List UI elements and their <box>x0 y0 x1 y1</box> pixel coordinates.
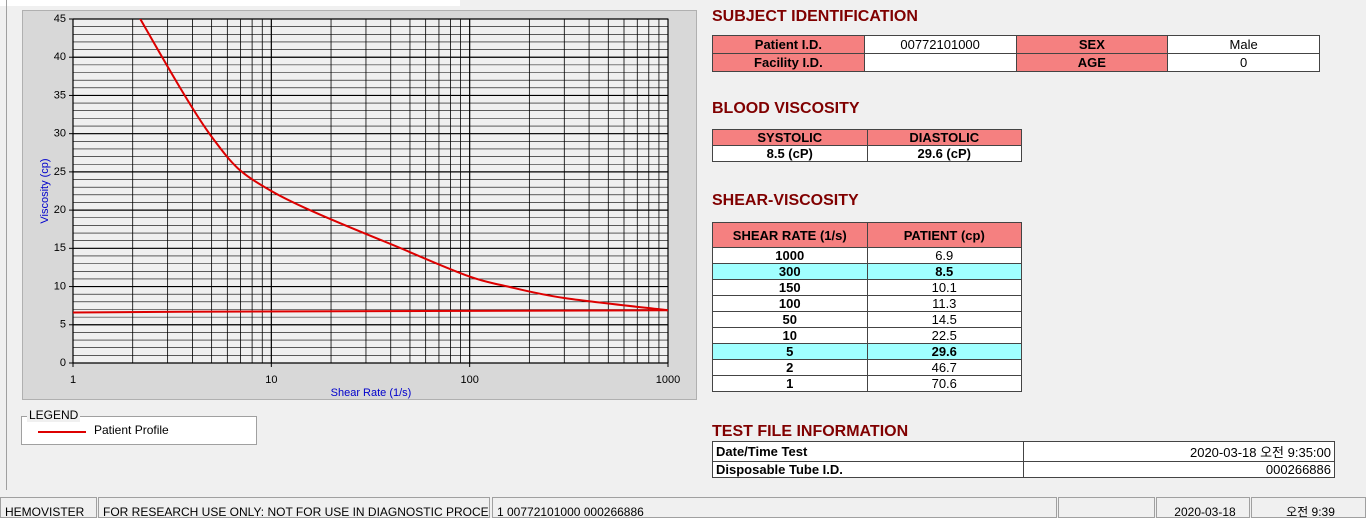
y-tick-label: 35 <box>54 89 66 101</box>
table-cell: 300 <box>712 263 868 280</box>
plot-area <box>72 18 669 364</box>
table-cell: 2020-03-18 오전 9:35:00 <box>1023 441 1335 462</box>
y-axis-label: Viscosity (cp) <box>39 158 51 223</box>
table-cell: 00772101000 <box>863 35 1017 54</box>
status-segment: FOR RESEARCH USE ONLY: NOT FOR USE IN DI… <box>98 497 490 518</box>
table-cell: 10.1 <box>866 279 1022 296</box>
legend-title: LEGEND <box>27 408 81 422</box>
table-row: SHEAR RATE (1/s) PATIENT (cp) <box>712 222 1022 248</box>
table-row: Patient I.D. 00772101000 SEX Male <box>712 35 1320 54</box>
table-cell: 29.6 <box>866 343 1022 360</box>
table-cell: 100 <box>712 295 868 312</box>
data-line <box>73 309 668 314</box>
table-row: 150 10.1 <box>712 279 1022 296</box>
y-tick-label: 0 <box>60 357 66 369</box>
table-cell: 2 <box>712 359 868 376</box>
table-row: SYSTOLIC DIASTOLIC <box>712 129 1022 146</box>
table-cell: 22.5 <box>866 327 1022 344</box>
subject-table: Patient I.D. 00772101000 SEX Male Facility I… <box>712 35 1320 72</box>
y-tick-label: 45 <box>54 13 66 25</box>
x-tick-label: 1000 <box>656 374 680 386</box>
section-title: SHEAR-VISCOSITY <box>712 192 859 209</box>
y-tick-label: 10 <box>54 280 66 292</box>
shear-table: SHEAR RATE (1/s) PATIENT (cp) 1000 6.9 300 8.… <box>712 222 1022 392</box>
table-cell: Disposable Tube I.D. <box>712 461 1024 478</box>
status-segment: 오전 9:39 <box>1251 497 1366 518</box>
table-cell: 46.7 <box>866 359 1022 376</box>
table-cell: 29.6 (cP) <box>866 145 1022 162</box>
status-segment: HEMOVISTER <box>0 497 97 518</box>
x-tick-label: 10 <box>265 374 277 386</box>
section-title: SUBJECT IDENTIFICATION <box>712 8 918 25</box>
table-row: Disposable Tube I.D. 000266886 <box>712 461 1335 478</box>
table-cell: 8.5 <box>866 263 1022 280</box>
table-row: 10 22.5 <box>712 327 1022 344</box>
x-axis-label: Shear Rate (1/s) <box>331 387 412 399</box>
table-cell: 1000 <box>712 247 868 264</box>
table-row: 300 8.5 <box>712 263 1022 280</box>
table-cell: PATIENT (cp) <box>866 222 1022 248</box>
y-tick-label: 15 <box>54 242 66 254</box>
table-cell: Male <box>1167 35 1320 54</box>
table-cell: SHEAR RATE (1/s) <box>712 222 868 248</box>
section-title: BLOOD VISCOSITY <box>712 100 860 117</box>
y-tick-label: 20 <box>54 204 66 216</box>
legend-line <box>38 431 86 433</box>
table-row: 1 70.6 <box>712 375 1022 392</box>
chart: Shear Rate (1/s) Viscosity (cp) 1 10 100 10… <box>39 13 680 399</box>
table-cell: 1 <box>712 375 868 392</box>
table-cell: 11.3 <box>866 295 1022 312</box>
status-segment: 2020-03-18 <box>1156 497 1250 518</box>
testfile-table: Date/Time Test 2020-03-18 오전 9:35:00 Dispo… <box>712 441 1335 478</box>
table-row: 1000 6.9 <box>712 247 1022 264</box>
table-row: Facility I.D. AGE 0 <box>712 53 1320 72</box>
table-cell: 6.9 <box>866 247 1022 264</box>
y-tick-label: 25 <box>54 166 66 178</box>
status-segment <box>1058 497 1155 518</box>
table-cell: 50 <box>712 311 868 328</box>
section-title: TEST FILE INFORMATION <box>712 423 909 440</box>
y-tick-label: 30 <box>54 128 66 140</box>
table-cell: 0 <box>1167 53 1320 72</box>
left-border <box>6 0 7 490</box>
table-row: 100 11.3 <box>712 295 1022 312</box>
table-cell: 10 <box>712 327 868 344</box>
status-segment: 1 00772101000 000266886 <box>492 497 1057 518</box>
table-row: 2 46.7 <box>712 359 1022 376</box>
table-row: 5 29.6 <box>712 343 1022 360</box>
table-cell: Date/Time Test <box>712 441 1024 462</box>
table-row: Date/Time Test 2020-03-18 오전 9:35:00 <box>712 441 1335 462</box>
table-cell: 8.5 (cP) <box>712 145 868 162</box>
x-tick-label: 1 <box>70 374 76 386</box>
table-cell: Facility I.D. <box>712 53 865 72</box>
table-row: 8.5 (cP) 29.6 (cP) <box>712 145 1022 162</box>
table-row: 50 14.5 <box>712 311 1022 328</box>
y-tick-label: 5 <box>60 319 66 331</box>
table-cell <box>863 53 1017 72</box>
x-tick-label: 100 <box>460 374 478 386</box>
blood-table: SYSTOLIC DIASTOLIC 8.5 (cP) 29.6 (cP) <box>712 129 1022 162</box>
table-cell: 70.6 <box>866 375 1022 392</box>
table-cell: 14.5 <box>866 311 1022 328</box>
data-line <box>139 19 668 312</box>
y-tick-label: 40 <box>54 51 66 63</box>
table-cell: SEX <box>1015 35 1169 54</box>
legend-label: Patient Profile <box>94 423 169 437</box>
table-cell: AGE <box>1015 53 1169 72</box>
top-strip <box>0 0 460 6</box>
table-cell: DIASTOLIC <box>866 129 1022 146</box>
table-cell: 5 <box>712 343 868 360</box>
table-cell: 150 <box>712 279 868 296</box>
table-cell: SYSTOLIC <box>712 129 868 146</box>
table-cell: Patient I.D. <box>712 35 865 54</box>
table-cell: 000266886 <box>1023 461 1335 478</box>
